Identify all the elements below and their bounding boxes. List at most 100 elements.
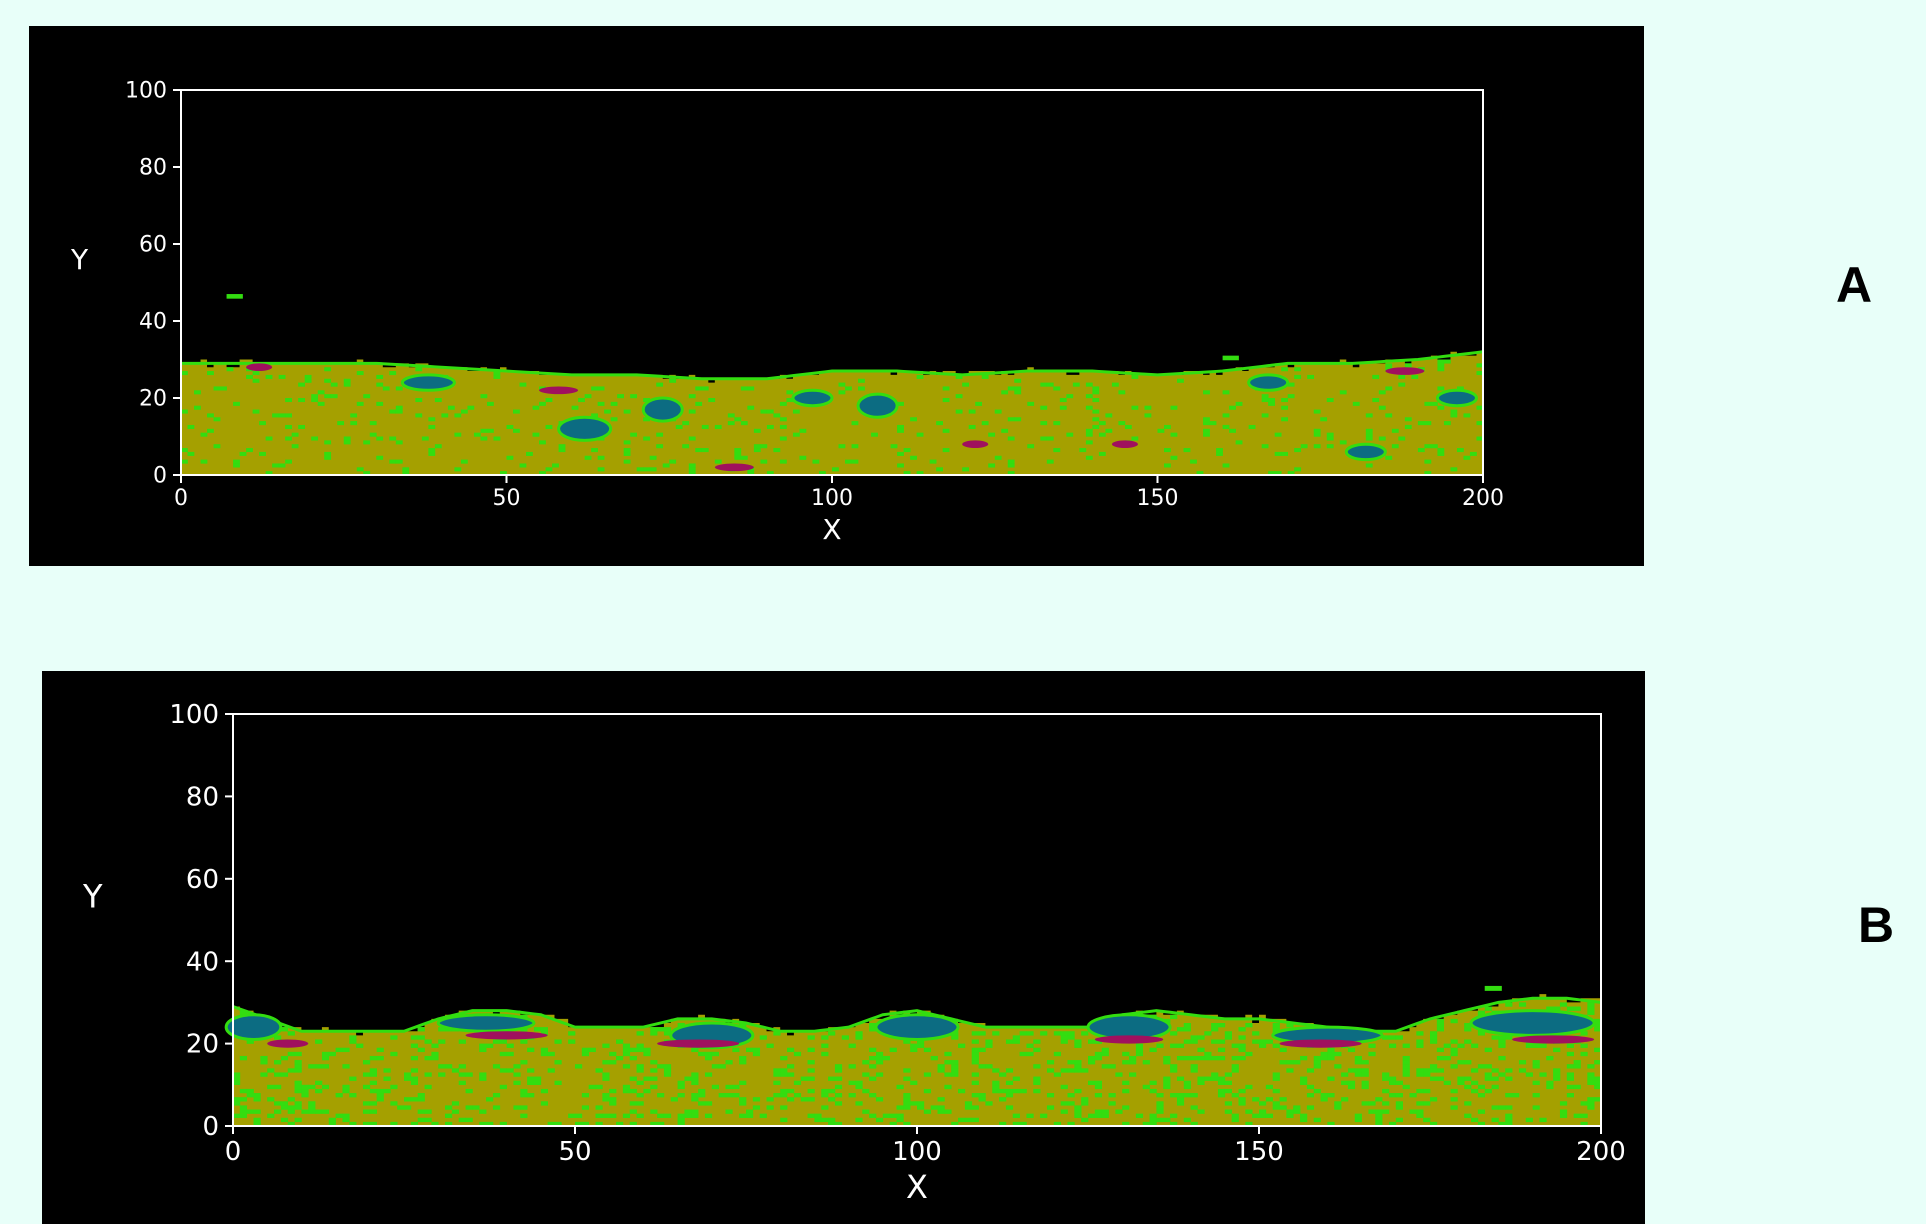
magenta-cluster	[267, 1039, 309, 1048]
green-cell	[704, 1101, 713, 1106]
green-cell	[1402, 1068, 1410, 1073]
green-cell	[1259, 1043, 1267, 1048]
green-cell	[677, 1121, 685, 1127]
green-cell	[486, 1097, 494, 1102]
green-cell	[727, 421, 735, 426]
green-cell	[1320, 1055, 1328, 1061]
green-cell	[363, 440, 371, 445]
green-cell	[246, 1109, 254, 1114]
green-cell	[376, 1093, 384, 1098]
green-cell	[725, 1060, 733, 1065]
green-cell	[1235, 440, 1243, 445]
green-cell	[1094, 1051, 1103, 1057]
green-cell	[294, 1088, 302, 1094]
green-cell	[239, 1113, 248, 1118]
green-cell	[424, 1072, 432, 1077]
magenta-cluster	[246, 363, 273, 372]
green-cell	[942, 448, 950, 453]
green-cell	[1464, 1027, 1472, 1032]
green-cell	[492, 1105, 501, 1110]
green-cell	[1347, 1080, 1356, 1086]
green-cell	[356, 1043, 364, 1048]
green-cell	[1203, 421, 1210, 426]
green-cell	[274, 1084, 282, 1090]
green-cell	[1118, 421, 1126, 426]
green-cell	[663, 1031, 672, 1036]
green-cell	[1033, 1080, 1041, 1086]
green-cell	[1014, 386, 1022, 391]
green-cell	[910, 455, 917, 460]
green-cell	[1436, 1018, 1445, 1024]
green-cell	[812, 459, 820, 464]
green-cell	[1457, 1080, 1465, 1086]
green-cell	[324, 394, 332, 399]
green-cell	[404, 1097, 412, 1102]
green-cell	[194, 390, 201, 395]
blue-cluster	[1469, 1009, 1596, 1037]
green-cell	[701, 448, 709, 453]
green-cell	[465, 1088, 473, 1094]
green-cell	[1361, 1072, 1369, 1077]
green-cell	[1122, 1105, 1130, 1110]
green-cell	[669, 378, 677, 383]
green-cell	[766, 1097, 774, 1102]
green-cell	[588, 1047, 596, 1053]
green-cell	[301, 1109, 309, 1114]
green-cell	[643, 467, 651, 472]
green-cell	[643, 398, 651, 403]
green-cell	[1382, 1035, 1390, 1040]
green-cell	[1131, 405, 1139, 410]
green-cell	[1085, 405, 1093, 410]
green-cell	[1368, 1101, 1376, 1106]
green-cell	[417, 1109, 425, 1114]
green-cell	[1532, 1064, 1540, 1069]
green-cell	[428, 451, 436, 456]
green-cell	[629, 1076, 637, 1081]
green-cell	[520, 1093, 528, 1098]
green-cell	[1149, 1080, 1157, 1086]
green-cell	[1573, 1064, 1581, 1069]
green-cell	[695, 448, 703, 453]
green-cell	[903, 1076, 911, 1081]
green-cell	[246, 448, 253, 453]
green-cell	[1222, 390, 1230, 395]
green-cell	[260, 1055, 268, 1061]
green-cell	[383, 1068, 391, 1073]
green-cell	[1196, 471, 1204, 476]
green-cell	[1156, 1043, 1164, 1048]
green-cell	[493, 371, 501, 376]
green-cell	[349, 1093, 357, 1098]
green-cell	[301, 1088, 309, 1094]
green-cell	[308, 1105, 316, 1110]
green-cell	[304, 378, 312, 383]
green-cell	[1040, 436, 1048, 441]
green-cell	[848, 1043, 856, 1048]
green-cell	[1471, 1088, 1479, 1094]
green-cell	[936, 467, 943, 472]
green-cell	[1190, 1055, 1198, 1061]
green-cell	[473, 432, 481, 437]
green-cell	[458, 1039, 466, 1044]
green-cell	[540, 1027, 548, 1032]
green-cell	[1111, 382, 1119, 387]
green-cell	[1088, 1113, 1096, 1118]
green-cell	[1326, 436, 1334, 441]
green-cell	[181, 459, 188, 464]
green-cell	[1245, 1023, 1253, 1028]
green-cell	[1019, 1088, 1027, 1094]
green-cell	[1101, 1113, 1109, 1118]
green-cell	[1157, 428, 1165, 433]
green-cell	[267, 1068, 275, 1073]
green-cell	[1204, 1076, 1212, 1081]
green-cell	[390, 1121, 398, 1127]
green-cell	[431, 1051, 439, 1057]
green-cell	[1092, 390, 1100, 395]
green-cell	[1027, 401, 1035, 406]
green-cell	[1279, 1105, 1287, 1110]
green-cell	[1094, 1109, 1103, 1114]
green-cell	[753, 428, 761, 433]
green-cell	[992, 1080, 1000, 1086]
green-cell	[213, 444, 221, 449]
green-cell	[1416, 1101, 1424, 1106]
